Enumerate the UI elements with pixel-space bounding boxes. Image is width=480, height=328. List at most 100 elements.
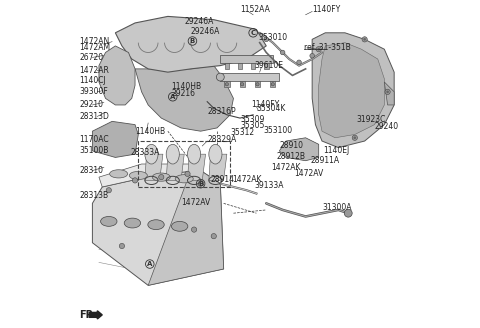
Ellipse shape [152, 173, 170, 181]
Text: C: C [251, 30, 256, 36]
Circle shape [256, 83, 259, 86]
Text: 28316P: 28316P [207, 107, 236, 116]
Text: 26720: 26720 [79, 53, 103, 62]
Circle shape [240, 83, 244, 86]
FancyArrow shape [89, 311, 102, 319]
Text: 29216: 29216 [171, 89, 195, 98]
Text: 1140EJ: 1140EJ [324, 146, 350, 155]
Circle shape [317, 48, 320, 51]
Polygon shape [92, 171, 224, 285]
Text: 35309: 35309 [240, 114, 264, 124]
Polygon shape [279, 138, 319, 161]
Bar [255, 81, 260, 87]
Ellipse shape [166, 144, 180, 164]
Text: 1472AN: 1472AN [79, 36, 109, 46]
Text: 1140CJ: 1140CJ [79, 76, 106, 85]
Ellipse shape [175, 175, 193, 183]
Text: 1472AM: 1472AM [79, 43, 110, 52]
Text: 29246A: 29246A [191, 27, 220, 36]
Polygon shape [319, 43, 384, 138]
Circle shape [385, 89, 390, 94]
Ellipse shape [124, 218, 141, 228]
Circle shape [159, 174, 164, 180]
Text: 28313D: 28313D [79, 112, 109, 121]
Bar [251, 63, 255, 69]
Text: 35100B: 35100B [79, 146, 108, 155]
Text: ref. 31-351B: ref. 31-351B [304, 43, 351, 52]
Circle shape [120, 243, 124, 249]
Text: 31923C: 31923C [357, 115, 386, 124]
Text: A: A [147, 261, 153, 267]
Circle shape [310, 53, 314, 58]
Circle shape [225, 83, 228, 86]
Text: 1472AK: 1472AK [232, 175, 261, 184]
Text: 39610E: 39610E [255, 61, 284, 70]
Polygon shape [384, 82, 394, 105]
Text: 29246A: 29246A [184, 17, 214, 26]
Bar [220, 55, 273, 63]
Text: 28313B: 28313B [79, 191, 108, 200]
Text: 31300A: 31300A [322, 203, 351, 212]
Text: 1472AV: 1472AV [294, 169, 324, 178]
Circle shape [362, 37, 367, 42]
Circle shape [192, 227, 197, 232]
Text: FR: FR [79, 310, 94, 320]
Circle shape [352, 135, 358, 140]
Polygon shape [188, 154, 205, 180]
Polygon shape [99, 46, 135, 105]
Polygon shape [92, 121, 138, 157]
Bar [220, 73, 279, 81]
Bar [238, 63, 242, 69]
Circle shape [198, 181, 203, 186]
Ellipse shape [145, 144, 158, 164]
Bar [270, 81, 276, 87]
Ellipse shape [109, 170, 128, 178]
Circle shape [211, 234, 216, 239]
Circle shape [271, 83, 275, 86]
Polygon shape [115, 16, 266, 72]
Circle shape [344, 209, 352, 217]
Polygon shape [209, 154, 227, 180]
Text: 29210: 29210 [79, 100, 103, 110]
Circle shape [106, 188, 111, 193]
Polygon shape [166, 154, 184, 180]
Circle shape [264, 37, 268, 42]
Text: 1140FY: 1140FY [252, 100, 280, 110]
Text: B: B [198, 181, 203, 187]
Ellipse shape [188, 144, 201, 164]
Polygon shape [145, 154, 163, 180]
Text: 28329A: 28329A [207, 135, 237, 144]
Circle shape [132, 178, 138, 183]
Bar [240, 81, 245, 87]
Polygon shape [99, 164, 201, 187]
Text: 35312: 35312 [230, 128, 254, 137]
Text: 1472AR: 1472AR [79, 66, 109, 75]
Text: 1152AA: 1152AA [240, 5, 270, 14]
Text: A: A [170, 94, 176, 100]
Text: 1170AC: 1170AC [79, 135, 109, 144]
Ellipse shape [129, 172, 147, 180]
Text: B: B [190, 38, 195, 44]
Text: 1140FY: 1140FY [312, 5, 340, 14]
Bar [264, 63, 268, 69]
Ellipse shape [171, 221, 188, 231]
Text: 1140HB: 1140HB [135, 127, 165, 136]
Circle shape [386, 91, 389, 93]
Text: 353100: 353100 [263, 126, 292, 135]
Ellipse shape [101, 216, 117, 226]
Circle shape [316, 47, 321, 52]
Text: 39300F: 39300F [79, 87, 108, 96]
Polygon shape [148, 164, 224, 285]
Text: 28911A: 28911A [311, 156, 340, 165]
Ellipse shape [209, 144, 222, 164]
Circle shape [353, 136, 356, 139]
Text: 28914: 28914 [210, 175, 234, 184]
Bar [224, 81, 229, 87]
Circle shape [216, 73, 224, 81]
Text: 28912B: 28912B [276, 152, 305, 161]
Bar [225, 63, 229, 69]
Text: 39133A: 39133A [255, 181, 284, 190]
Text: 28310: 28310 [79, 166, 103, 175]
Circle shape [185, 171, 190, 176]
Text: 28910: 28910 [279, 141, 303, 151]
